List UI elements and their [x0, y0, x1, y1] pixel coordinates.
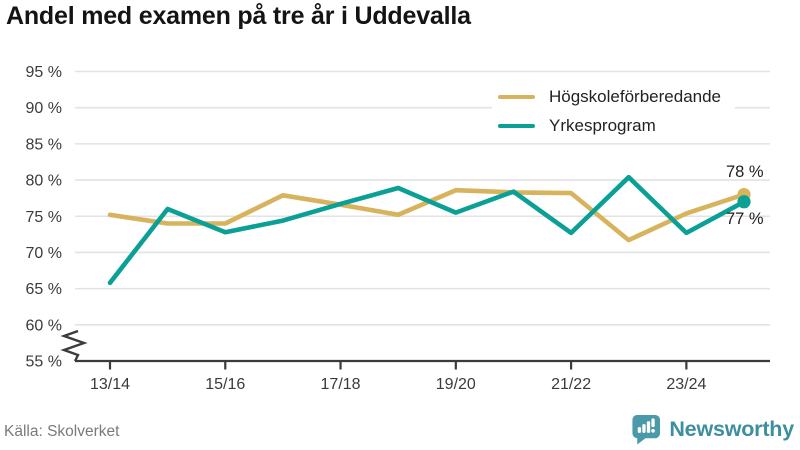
- source-attribution: Källa: Skolverket: [4, 423, 120, 440]
- end-value-label-hogskoleforberedande: 78 %: [726, 163, 764, 181]
- exclamation-dot: [651, 429, 656, 433]
- axis-break-icon: [60, 329, 88, 362]
- y-axis-label: 80 %: [26, 173, 62, 190]
- y-axis-label: 60 %: [26, 317, 62, 334]
- x-axis-label: 13/14: [90, 376, 130, 393]
- legend-label-yrkesprogram: Yrkesprogram: [549, 116, 656, 135]
- y-axis-label: 90 %: [26, 100, 62, 117]
- newsworthy-logo-icon: [632, 414, 661, 445]
- bar-medium: [642, 424, 646, 433]
- legend-item-yrkesprogram: Yrkesprogram: [492, 113, 670, 139]
- legend-label-hogskoleforberedande: Högskoleförberedande: [549, 87, 722, 106]
- bar-tall: [647, 421, 651, 433]
- legend-swatch-hogskoleforberedande: [498, 94, 535, 100]
- legend: Högskoleförberedande Yrkesprogram: [492, 84, 736, 139]
- x-axis-label: 19/20: [436, 376, 476, 393]
- x-axis-label: 21/22: [551, 376, 591, 393]
- newsworthy-logo: Newsworthy: [630, 413, 794, 445]
- y-axis-label: 55 %: [26, 354, 62, 371]
- exclamation-bar: [651, 418, 656, 428]
- end-value-label-yrkesprogram: 77 %: [726, 210, 764, 228]
- legend-item-hogskoleforberedande: Högskoleförberedande: [492, 84, 736, 110]
- y-axis-label: 95 %: [26, 64, 62, 81]
- series-endpoint-yrkesprogram: [737, 195, 751, 209]
- series-line-yrkesprogram: [107, 174, 747, 286]
- speech-bubble-shape: [632, 414, 661, 445]
- y-axis-label: 70 %: [26, 245, 62, 262]
- x-axis-label: 17/18: [321, 376, 361, 393]
- chart-title: Andel med examen på tre år i Uddevalla: [6, 2, 471, 30]
- y-axis-label: 75 %: [26, 209, 62, 226]
- bar-small: [638, 427, 642, 433]
- x-axis-label: 23/24: [666, 376, 706, 393]
- newsworthy-logo-text: Newsworthy: [669, 416, 794, 441]
- x-axis-label: 15/16: [205, 376, 245, 393]
- y-axis-label: 85 %: [26, 136, 62, 153]
- legend-swatch-yrkesprogram: [498, 123, 535, 129]
- y-axis-label: 65 %: [26, 281, 62, 298]
